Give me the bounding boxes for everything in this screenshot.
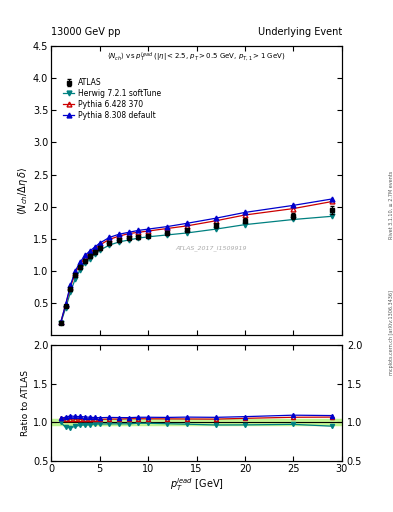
Pythia 6.428 370 xyxy=(59,319,63,325)
Pythia 6.428 370 xyxy=(136,229,141,236)
Herwig 7.2.1 softTune xyxy=(97,247,102,253)
Herwig 7.2.1 softTune xyxy=(136,235,141,241)
Pythia 6.428 370 xyxy=(117,233,121,239)
Legend: ATLAS, Herwig 7.2.1 softTune, Pythia 6.428 370, Pythia 8.308 default: ATLAS, Herwig 7.2.1 softTune, Pythia 6.4… xyxy=(61,76,163,122)
Pythia 6.428 370 xyxy=(213,218,218,224)
Pythia 6.428 370 xyxy=(88,250,92,256)
Pythia 8.308 default xyxy=(213,215,218,221)
Herwig 7.2.1 softTune xyxy=(107,242,112,248)
Pythia 8.308 default xyxy=(63,301,68,307)
Pythia 8.308 default xyxy=(59,319,63,325)
Herwig 7.2.1 softTune xyxy=(291,217,296,223)
Pythia 6.428 370 xyxy=(291,205,296,211)
Pythia 6.428 370 xyxy=(184,223,189,229)
Text: Rivet 3.1.10, ≥ 2.7M events: Rivet 3.1.10, ≥ 2.7M events xyxy=(389,170,393,239)
Pythia 8.308 default xyxy=(136,227,141,233)
Pythia 8.308 default xyxy=(107,234,112,241)
Herwig 7.2.1 softTune xyxy=(88,255,92,262)
Line: Pythia 6.428 370: Pythia 6.428 370 xyxy=(58,199,335,325)
Pythia 6.428 370 xyxy=(165,225,170,231)
Pythia 6.428 370 xyxy=(68,284,73,290)
Pythia 8.308 default xyxy=(117,231,121,238)
Line: Herwig 7.2.1 softTune: Herwig 7.2.1 softTune xyxy=(58,214,335,325)
Pythia 8.308 default xyxy=(165,223,170,229)
Herwig 7.2.1 softTune xyxy=(68,289,73,295)
Herwig 7.2.1 softTune xyxy=(330,213,334,219)
Pythia 8.308 default xyxy=(242,209,247,216)
Pythia 8.308 default xyxy=(68,282,73,288)
Pythia 8.308 default xyxy=(126,229,131,236)
Pythia 6.428 370 xyxy=(146,228,151,234)
Pythia 8.308 default xyxy=(88,248,92,254)
Pythia 8.308 default xyxy=(330,196,334,202)
Herwig 7.2.1 softTune xyxy=(213,226,218,232)
Herwig 7.2.1 softTune xyxy=(117,239,121,245)
Pythia 6.428 370 xyxy=(107,237,112,243)
X-axis label: $p_T^{lead}$ [GeV]: $p_T^{lead}$ [GeV] xyxy=(170,476,223,493)
Pythia 8.308 default xyxy=(73,268,78,274)
Bar xyxy=(51,419,342,425)
Herwig 7.2.1 softTune xyxy=(165,232,170,238)
Pythia 8.308 default xyxy=(97,240,102,246)
Pythia 6.428 370 xyxy=(73,270,78,276)
Text: Underlying Event: Underlying Event xyxy=(258,27,342,37)
Text: $\langle N_{ch}\rangle$ vs $p_T^{lead}$ ($|\eta|<2.5$, $p_T>0.5$ GeV, $p_{T,1}>1: $\langle N_{ch}\rangle$ vs $p_T^{lead}$ … xyxy=(107,50,286,63)
Pythia 8.308 default xyxy=(78,259,83,265)
Pythia 6.428 370 xyxy=(242,212,247,218)
Herwig 7.2.1 softTune xyxy=(78,267,83,273)
Pythia 8.308 default xyxy=(291,202,296,208)
Herwig 7.2.1 softTune xyxy=(184,230,189,236)
Herwig 7.2.1 softTune xyxy=(63,305,68,311)
Pythia 8.308 default xyxy=(92,244,97,250)
Text: ATLAS_2017_I1509919: ATLAS_2017_I1509919 xyxy=(175,246,247,251)
Y-axis label: Ratio to ATLAS: Ratio to ATLAS xyxy=(21,370,30,436)
Y-axis label: $\langle N_{ch}/\Delta\eta\,\delta\rangle$: $\langle N_{ch}/\Delta\eta\,\delta\rangl… xyxy=(16,166,30,215)
Pythia 8.308 default xyxy=(83,252,87,259)
Pythia 8.308 default xyxy=(184,220,189,226)
Text: mcplots.cern.ch [arXiv:1306.3436]: mcplots.cern.ch [arXiv:1306.3436] xyxy=(389,290,393,375)
Pythia 6.428 370 xyxy=(78,261,83,267)
Herwig 7.2.1 softTune xyxy=(242,222,247,228)
Pythia 8.308 default xyxy=(146,226,151,232)
Herwig 7.2.1 softTune xyxy=(146,234,151,240)
Pythia 6.428 370 xyxy=(126,230,131,237)
Text: 13000 GeV pp: 13000 GeV pp xyxy=(51,27,121,37)
Herwig 7.2.1 softTune xyxy=(126,237,131,243)
Pythia 6.428 370 xyxy=(92,246,97,252)
Herwig 7.2.1 softTune xyxy=(83,260,87,266)
Pythia 6.428 370 xyxy=(83,254,87,261)
Pythia 6.428 370 xyxy=(97,242,102,248)
Herwig 7.2.1 softTune xyxy=(92,251,97,257)
Pythia 6.428 370 xyxy=(63,302,68,308)
Bar xyxy=(51,419,342,425)
Herwig 7.2.1 softTune xyxy=(59,320,63,326)
Herwig 7.2.1 softTune xyxy=(73,275,78,282)
Line: Pythia 8.308 default: Pythia 8.308 default xyxy=(58,197,335,325)
Pythia 6.428 370 xyxy=(330,199,334,205)
